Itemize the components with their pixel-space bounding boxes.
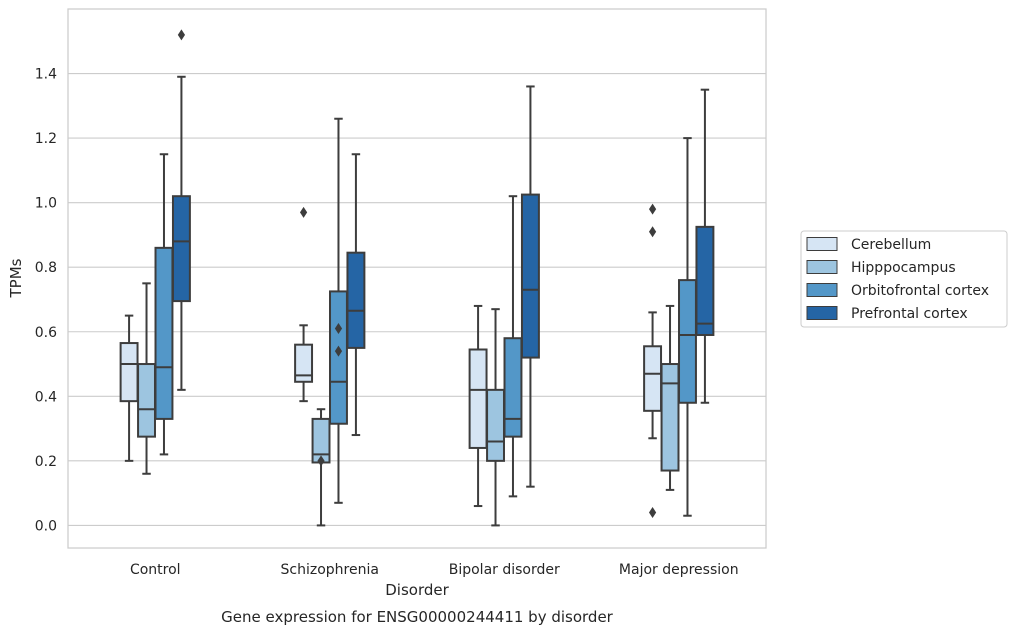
y-tick-label: 1.4 bbox=[35, 67, 57, 83]
outlier-point bbox=[299, 206, 308, 218]
legend-swatch bbox=[806, 237, 838, 251]
x-tick-label: Major depression bbox=[619, 562, 739, 578]
legend-swatch bbox=[806, 260, 838, 274]
outlier-point bbox=[334, 345, 343, 357]
box-hipppocampus bbox=[311, 408, 331, 527]
box-prefrontal-cortex bbox=[346, 153, 366, 437]
y-tick-label: 0.8 bbox=[35, 260, 57, 276]
x-tick-label: Control bbox=[130, 562, 181, 578]
outlier-point bbox=[648, 506, 657, 518]
x-tick-label: Bipolar disorder bbox=[449, 562, 560, 578]
outlier-point bbox=[648, 226, 657, 238]
y-tick-labels: 0.0 0.2 0.4 0.6 0.8 1.0 1.2 1.4 bbox=[35, 67, 57, 535]
legend-frame bbox=[800, 230, 1008, 328]
outlier-point bbox=[334, 323, 343, 335]
legend-label: Prefrontal cortex bbox=[851, 306, 968, 322]
x-tick-labels: Control Schizophrenia Bipolar disorder Majo… bbox=[130, 562, 739, 578]
box-iqr bbox=[171, 195, 191, 303]
box-prefrontal-cortex bbox=[520, 85, 540, 488]
box-iqr bbox=[294, 343, 314, 383]
box-iqr bbox=[503, 337, 523, 438]
box-iqr bbox=[329, 290, 348, 425]
y-tick-label: 0.2 bbox=[35, 454, 57, 470]
box-iqr bbox=[468, 348, 488, 449]
y-tick-label: 0.4 bbox=[35, 389, 57, 405]
box-iqr bbox=[643, 345, 663, 412]
box-iqr bbox=[660, 363, 680, 472]
box-cerebellum bbox=[294, 206, 314, 403]
outlier-point bbox=[177, 29, 186, 41]
box-iqr bbox=[520, 193, 540, 359]
box-iqr bbox=[486, 388, 505, 462]
y-axis-title: TPMs bbox=[7, 258, 25, 298]
x-axis-title: Disorder bbox=[385, 581, 449, 599]
box-cerebellum bbox=[468, 304, 488, 508]
legend-label: Hipppocampus bbox=[851, 260, 956, 276]
box-orbitofrontal-cortex bbox=[503, 195, 523, 498]
x-tick-label: Schizophrenia bbox=[281, 562, 379, 578]
y-tick-label: 0.6 bbox=[35, 325, 57, 341]
box-prefrontal-cortex bbox=[171, 29, 191, 391]
box-iqr bbox=[346, 251, 366, 349]
y-tick-label: 1.2 bbox=[35, 131, 57, 147]
box-series bbox=[119, 29, 715, 527]
box-iqr bbox=[678, 279, 697, 404]
box-hipppocampus bbox=[486, 308, 505, 527]
box-iqr bbox=[137, 363, 156, 438]
box-orbitofrontal-cortex bbox=[678, 137, 697, 517]
box-orbitofrontal-cortex bbox=[154, 153, 174, 456]
chart-caption: Gene expression for ENSG00000244411 by d… bbox=[221, 608, 614, 626]
box-iqr bbox=[119, 342, 139, 403]
y-tick-label: 1.0 bbox=[35, 196, 57, 212]
outlier-point bbox=[317, 455, 325, 467]
box-prefrontal-cortex bbox=[695, 88, 715, 404]
box-hipppocampus bbox=[660, 304, 680, 491]
y-tick-label: 0.0 bbox=[35, 518, 57, 534]
box-cerebellum bbox=[119, 314, 139, 462]
legend: Cerebellum Hipppocampus Orbitofrontal cort… bbox=[800, 230, 1008, 328]
legend-swatch bbox=[806, 306, 838, 320]
box-iqr bbox=[154, 246, 174, 420]
grid-lines bbox=[68, 73, 766, 526]
legend-label: Orbitofrontal cortex bbox=[851, 283, 989, 299]
box-cerebellum bbox=[643, 203, 663, 518]
plot-frame bbox=[67, 8, 767, 549]
box-hipppocampus bbox=[137, 282, 156, 475]
box-iqr bbox=[695, 225, 715, 336]
legend-label: Cerebellum bbox=[851, 237, 931, 253]
outlier-point bbox=[648, 203, 657, 215]
box-orbitofrontal-cortex bbox=[329, 117, 348, 504]
legend-swatch bbox=[806, 283, 838, 297]
